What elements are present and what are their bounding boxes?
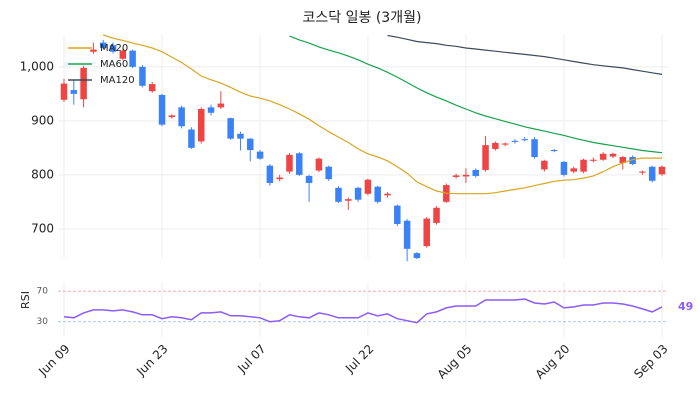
- rsi-line: [63, 298, 663, 324]
- x-tick-label: Jun 09: [35, 342, 72, 379]
- candle-body: [178, 107, 185, 127]
- candle-body: [197, 108, 205, 142]
- candle-body: [511, 140, 519, 142]
- candle-body: [374, 186, 381, 202]
- x-tick-label: Jul 22: [342, 342, 376, 376]
- candle-body: [550, 150, 558, 152]
- candle-body: [217, 103, 225, 108]
- candle-body: [207, 107, 215, 113]
- candle-body: [413, 253, 421, 258]
- candle-body: [364, 179, 372, 194]
- candle-body: [247, 138, 254, 151]
- candle-body: [531, 139, 538, 158]
- candle-body: [384, 193, 391, 196]
- rsi-value-label: 49: [678, 300, 693, 313]
- candle-body: [629, 157, 636, 165]
- candle-body: [129, 50, 136, 67]
- candle-body: [482, 145, 489, 170]
- candle-body: [462, 174, 470, 177]
- legend-label: MA20: [100, 43, 128, 54]
- candle-body: [501, 143, 509, 145]
- ma-line: [103, 34, 662, 195]
- candle-body: [423, 218, 430, 247]
- candle-body: [560, 161, 568, 175]
- candle-body: [452, 175, 460, 178]
- candle-body: [609, 153, 617, 157]
- candle-body: [296, 153, 303, 175]
- legend-label: MA120: [100, 75, 135, 86]
- candle-body: [521, 139, 529, 141]
- legend-label: MA60: [100, 59, 128, 70]
- candle-body: [354, 187, 362, 200]
- candle-body: [80, 67, 87, 100]
- candle-body: [345, 199, 352, 201]
- candle-body: [472, 169, 479, 176]
- candle-body: [168, 115, 176, 118]
- candle-body: [335, 187, 342, 202]
- candle-body: [90, 49, 97, 52]
- candle-body: [139, 66, 146, 86]
- candle-body: [256, 151, 264, 159]
- candle-body: [227, 118, 234, 139]
- rsi-label: RSI: [19, 291, 32, 309]
- x-tick-label: Jun 23: [133, 342, 170, 379]
- candle-body: [99, 42, 107, 48]
- candle-body: [619, 157, 627, 163]
- candle-body: [237, 133, 244, 139]
- candle-body: [325, 166, 332, 180]
- candle-body: [119, 50, 127, 59]
- candle-body: [658, 166, 666, 175]
- candle-body: [599, 153, 607, 160]
- chart-title: 코스닥 일봉 (3개월): [303, 10, 422, 26]
- candle-body: [109, 45, 117, 52]
- y-tick-label: 1,000: [20, 59, 54, 73]
- candle-body: [590, 159, 597, 161]
- x-tick-label: Aug 20: [533, 342, 573, 382]
- ma-line: [387, 34, 663, 75]
- x-tick-label: Jul 07: [234, 342, 268, 376]
- x-tick-label: Aug 05: [435, 342, 475, 382]
- candle-body: [188, 129, 195, 148]
- candle-body: [433, 207, 440, 223]
- y-tick-label: 700: [31, 221, 54, 235]
- candle-body: [148, 84, 156, 92]
- x-tick-label: Sep 03: [631, 342, 670, 381]
- y-tick-label: 900: [31, 113, 54, 127]
- rsi-tick-label: 30: [37, 317, 49, 327]
- candle-body: [403, 220, 411, 249]
- candle-body: [570, 168, 578, 172]
- ma-line: [289, 35, 663, 154]
- y-tick-label: 800: [31, 167, 54, 181]
- candle-body: [70, 90, 78, 94]
- candle-body: [158, 94, 166, 125]
- candle-body: [639, 171, 646, 173]
- candle-body: [266, 165, 274, 183]
- candle-body: [315, 158, 323, 171]
- candle-body: [276, 177, 283, 180]
- candle-body: [580, 159, 587, 172]
- candle-body: [394, 205, 401, 224]
- candle-body: [60, 83, 68, 100]
- candle-body: [492, 142, 499, 149]
- candle-body: [286, 154, 293, 172]
- candle-body: [648, 166, 656, 181]
- candle-body: [541, 160, 548, 170]
- candle-body: [305, 175, 313, 183]
- rsi-tick-label: 70: [37, 287, 49, 297]
